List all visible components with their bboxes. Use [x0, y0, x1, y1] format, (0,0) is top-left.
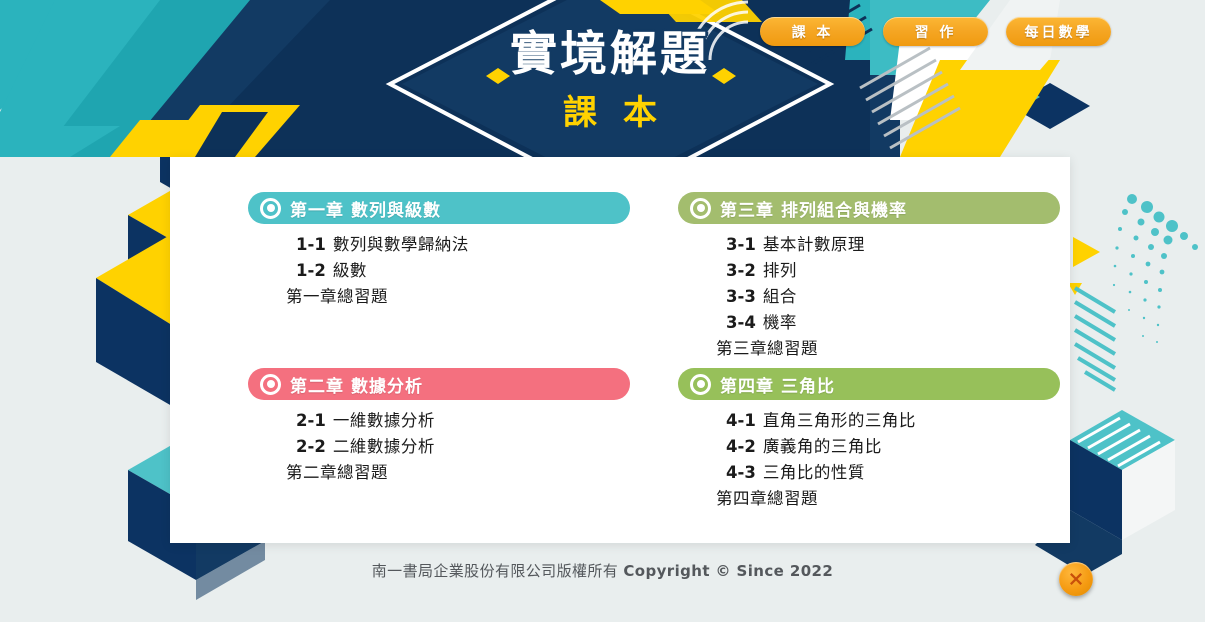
section-4-1[interactable]: 4-1 直角三角形的三角比 — [726, 411, 916, 430]
chapter-3-summary[interactable]: 第三章總習題 — [716, 339, 818, 358]
nav-pill-workbook[interactable]: 習 作 — [883, 17, 988, 46]
chapter-1: 第一章 數列與級數 1-1 數列與數學歸納法 1-2 級數 第一章總習題 — [248, 192, 630, 310]
section-3-3[interactable]: 3-3 組合 — [726, 287, 797, 306]
top-nav: 課 本 習 作 每日數學 — [760, 17, 1111, 46]
footer-copyright-latin: Copyright © Since 2022 — [623, 562, 834, 580]
nav-pill-daily-math[interactable]: 每日數學 — [1006, 17, 1111, 46]
chapter-column-right: 第三章 排列組合與機率 3-1 基本計數原理 3-2 排列 3-3 組合 — [620, 157, 1070, 543]
chapter-4: 第四章 三角比 4-1 直角三角形的三角比 4-2 廣義角的三角比 4-3 三角比的性質 — [678, 368, 1060, 512]
chapter-2-items: 2-1 一維數據分析 2-2 二維數據分析 第二章總習題 — [248, 408, 630, 486]
chapter-3-items: 3-1 基本計數原理 3-2 排列 3-3 組合 3-4 機率 第三章總習題 — [678, 232, 1060, 362]
chapter-column-left: 第一章 數列與級數 1-1 數列與數學歸納法 1-2 級數 第一章總習題 — [170, 157, 630, 543]
target-icon — [260, 197, 281, 219]
section-4-3[interactable]: 4-3 三角比的性質 — [726, 463, 865, 482]
chapter-4-title: 第四章 三角比 — [720, 376, 835, 397]
chapter-3: 第三章 排列組合與機率 3-1 基本計數原理 3-2 排列 3-3 組合 — [678, 192, 1060, 362]
chapter-2-header[interactable]: 第二章 數據分析 — [248, 368, 630, 400]
chapter-4-items: 4-1 直角三角形的三角比 4-2 廣義角的三角比 4-3 三角比的性質 第四章總習題 — [678, 408, 1060, 512]
section-2-1[interactable]: 2-1 一維數據分析 — [296, 411, 435, 430]
footer-copyright: 南一書局企業股份有限公司版權所有 Copyright © Since 2022 — [0, 560, 1205, 581]
section-2-2[interactable]: 2-2 二維數據分析 — [296, 437, 435, 456]
chapter-3-title: 第三章 排列組合與機率 — [720, 200, 907, 221]
chapter-4-summary[interactable]: 第四章總習題 — [716, 489, 818, 508]
chapter-2-summary[interactable]: 第二章總習題 — [286, 463, 388, 482]
target-icon — [260, 373, 281, 395]
section-3-4[interactable]: 3-4 機率 — [726, 313, 797, 332]
section-3-2[interactable]: 3-2 排列 — [726, 261, 797, 280]
header-banner: 實境解題 課本 — [0, 0, 1205, 157]
chapter-1-header[interactable]: 第一章 數列與級數 — [248, 192, 630, 224]
chapter-1-summary[interactable]: 第一章總習題 — [286, 287, 388, 306]
section-1-2[interactable]: 1-2 級數 — [296, 261, 367, 280]
chapter-1-items: 1-1 數列與數學歸納法 1-2 級數 第一章總習題 — [248, 232, 630, 310]
chapter-4-header[interactable]: 第四章 三角比 — [678, 368, 1060, 400]
footer-company: 南一書局企業股份有限公司版權所有 — [371, 562, 624, 580]
section-3-1[interactable]: 3-1 基本計數原理 — [726, 235, 865, 254]
section-4-2[interactable]: 4-2 廣義角的三角比 — [726, 437, 882, 456]
target-icon — [690, 373, 711, 395]
chapter-2: 第二章 數據分析 2-1 一維數據分析 2-2 二維數據分析 第二章總習題 — [248, 368, 630, 486]
section-1-1[interactable]: 1-1 數列與數學歸納法 — [296, 235, 469, 254]
nav-pill-textbook[interactable]: 課 本 — [760, 17, 865, 46]
chapter-3-header[interactable]: 第三章 排列組合與機率 — [678, 192, 1060, 224]
content-panel: 第一章 數列與級數 1-1 數列與數學歸納法 1-2 級數 第一章總習題 — [170, 157, 1070, 543]
close-icon — [1070, 573, 1082, 585]
chapter-1-title: 第一章 數列與級數 — [290, 200, 441, 221]
target-icon — [690, 197, 711, 219]
chapter-2-title: 第二章 數據分析 — [290, 376, 423, 397]
close-button[interactable] — [1059, 562, 1093, 596]
banner-graphic — [0, 0, 1205, 157]
